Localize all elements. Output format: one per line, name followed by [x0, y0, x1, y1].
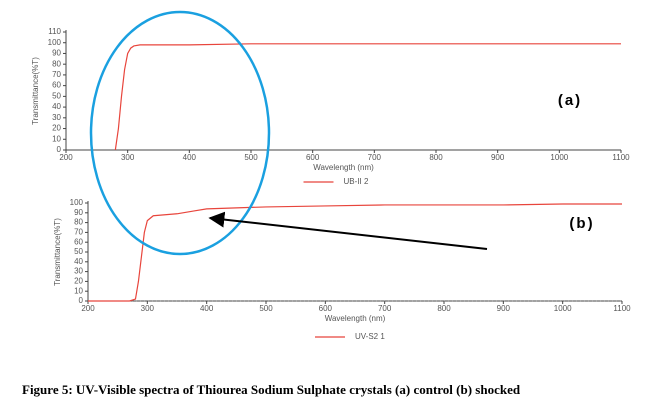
x-axis-label: Wavelength (nm): [325, 314, 386, 323]
y-tick-label: 40: [74, 257, 83, 266]
y-tick-label: 80: [52, 59, 61, 68]
y-axis-label: Transmittance(%T): [53, 218, 62, 286]
x-tick-label: 300: [121, 153, 135, 162]
y-tick-label: 0: [79, 296, 84, 305]
y-tick-label: 30: [74, 267, 83, 276]
annotation: (b): [569, 215, 594, 232]
y-tick-label: 70: [74, 228, 83, 237]
y-tick-label: 30: [52, 113, 61, 122]
x-tick-label: 200: [59, 153, 73, 162]
y-tick-label: 80: [74, 218, 83, 227]
legend-label: UB-II 2: [344, 177, 369, 186]
arrow: [208, 211, 488, 250]
y-tick-label: 90: [74, 208, 83, 217]
x-tick-label: 200: [81, 304, 95, 313]
y-tick-label: 10: [52, 134, 61, 143]
y-tick-label: 100: [48, 38, 62, 47]
y-tick-label: 60: [74, 237, 83, 246]
x-tick-label: 1000: [554, 304, 572, 313]
y-tick-label: 90: [52, 49, 61, 58]
y-tick-label: 100: [70, 198, 84, 207]
x-tick-label: 400: [183, 153, 197, 162]
x-tick-label: 700: [368, 153, 382, 162]
annotation: (a): [558, 92, 582, 109]
y-tick-label: 50: [74, 247, 83, 256]
x-tick-label: 500: [244, 153, 258, 162]
y-tick-label: 20: [52, 124, 61, 133]
x-tick-label: 300: [141, 304, 155, 313]
y-tick-label: 110: [48, 27, 61, 36]
y-tick-label: 70: [52, 70, 61, 79]
x-tick-label: 800: [429, 153, 443, 162]
x-tick-label: 800: [437, 304, 451, 313]
legend-label: UV-S2 1: [355, 332, 385, 341]
y-tick-label: 60: [52, 81, 61, 90]
y-tick-label: 10: [74, 286, 83, 295]
x-tick-label: 1100: [612, 153, 630, 162]
y-tick-label: 0: [57, 145, 62, 154]
x-tick-label: 500: [259, 304, 273, 313]
y-axis-label: Transmittance(%T): [31, 57, 40, 125]
caption: Figure 5: UV-Visible spectra of Thiourea…: [22, 382, 521, 397]
x-tick-label: 600: [306, 153, 320, 162]
x-tick-label: 400: [200, 304, 214, 313]
y-tick-label: 20: [74, 277, 83, 286]
x-tick-label: 700: [378, 304, 392, 313]
x-tick-label: 900: [491, 153, 505, 162]
x-tick-label: 1100: [613, 304, 631, 313]
y-tick-label: 40: [52, 102, 61, 111]
highlight-ellipse: [89, 10, 271, 256]
y-tick-label: 50: [52, 91, 61, 100]
x-tick-label: 1000: [550, 153, 568, 162]
x-axis-label: Wavelength (nm): [313, 163, 374, 172]
series-line: [114, 43, 621, 151]
x-tick-label: 900: [497, 304, 511, 313]
x-tick-label: 600: [319, 304, 333, 313]
series-line: [88, 203, 622, 302]
